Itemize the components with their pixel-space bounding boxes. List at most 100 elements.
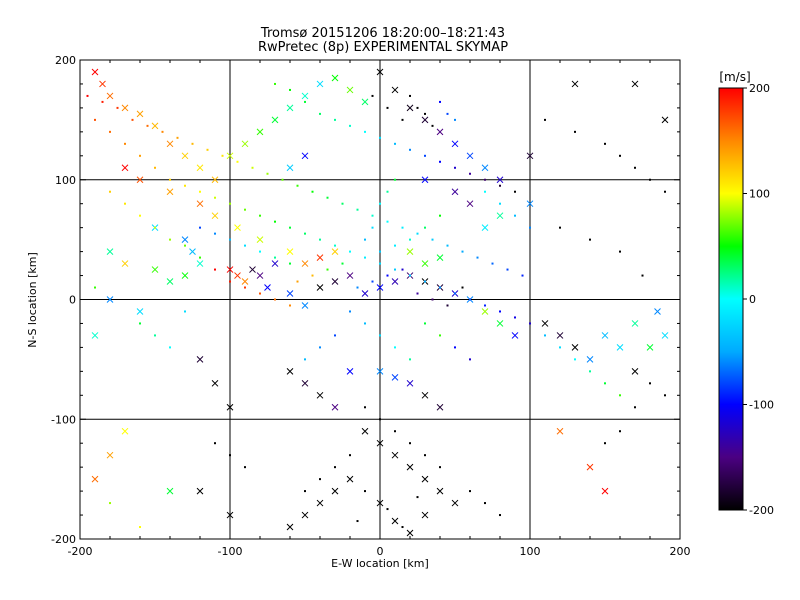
data-point-x (631, 367, 639, 375)
colorbar-tick-label: -100 (749, 399, 774, 412)
data-point-x (661, 116, 669, 124)
data-point-x (451, 188, 459, 196)
data-point-dot (371, 94, 374, 97)
data-point-dot (214, 232, 216, 235)
data-point-x (301, 511, 309, 519)
data-point-x (196, 487, 204, 495)
data-point-dot (476, 256, 479, 259)
data-point-x (316, 254, 324, 261)
colorbar-gradient (718, 87, 744, 511)
data-point-dot (334, 118, 336, 121)
data-point-dot (416, 232, 419, 235)
data-point-x (376, 284, 384, 291)
chart-subtitle: RwPretec (8p) EXPERIMENTAL SKYMAP (258, 40, 508, 55)
data-point-x (106, 92, 114, 100)
colorbar-tick-label: -200 (749, 504, 774, 517)
data-point-dot (349, 310, 351, 313)
data-point-dot (371, 280, 374, 283)
data-point-x (496, 212, 504, 220)
data-point-dot (386, 220, 389, 223)
data-point-dot (199, 226, 201, 229)
data-point-dot (394, 178, 396, 181)
data-point-x (91, 332, 99, 339)
data-point-dot (311, 190, 314, 193)
data-point-dot (514, 316, 516, 319)
data-point-dot (184, 244, 186, 247)
data-point-dot (619, 430, 621, 433)
data-point-dot (289, 304, 291, 307)
data-point-x (241, 278, 249, 285)
data-point-dot (334, 466, 336, 469)
colorbar-tick-label: 0 (749, 293, 756, 306)
data-point-dot (619, 154, 621, 157)
data-point-dot (439, 214, 441, 217)
data-point-x (646, 344, 654, 351)
data-point-dot (514, 190, 516, 193)
data-point-dot (454, 292, 456, 295)
data-point-dot (544, 118, 546, 121)
data-point-dot (499, 310, 501, 313)
data-point-x (331, 74, 339, 82)
data-point-dot (439, 466, 441, 469)
data-point-dot (439, 100, 441, 103)
data-point-dot (454, 118, 456, 121)
data-point-dot (371, 214, 374, 217)
data-point-dot (259, 214, 261, 217)
data-point-x (391, 517, 399, 525)
gridlines (80, 60, 680, 539)
data-point-dot (641, 274, 644, 277)
y-tick-label: -200 (51, 533, 76, 546)
data-point-dot (364, 256, 366, 259)
data-point-x (436, 128, 444, 136)
data-point-dot (394, 346, 396, 349)
data-point-x (406, 248, 414, 255)
data-point-dot (386, 508, 389, 511)
data-point-dot (439, 334, 441, 337)
data-point-x (361, 290, 369, 297)
data-point-x (526, 152, 534, 160)
colorbar-ticks: 200 100 0 -100 -200 (743, 82, 774, 517)
data-point-x (136, 176, 144, 184)
data-point-x (301, 92, 309, 100)
data-point-dot (281, 178, 284, 181)
data-point-dot (244, 208, 246, 211)
data-point-x (91, 68, 99, 76)
data-point-x (601, 332, 609, 339)
data-point-dot (386, 190, 389, 193)
data-point-dot (364, 490, 366, 493)
data-point-dot (229, 454, 231, 457)
data-point-x (106, 451, 114, 459)
data-point-dot (154, 226, 156, 229)
data-point-x (316, 80, 324, 88)
data-point-dot (604, 142, 606, 145)
data-point-dot (394, 142, 396, 145)
data-point-x (466, 152, 474, 160)
data-point-x (91, 475, 99, 483)
data-point-dot (574, 130, 576, 133)
data-point-x (346, 475, 354, 483)
data-point-dot (364, 238, 366, 241)
colorbar-tick-label: 100 (749, 188, 770, 201)
data-point-x (376, 367, 384, 375)
data-point-dot (409, 274, 411, 277)
data-point-x (436, 487, 444, 495)
data-point-dot (649, 382, 651, 385)
data-point-dot (334, 244, 336, 247)
data-point-dot (356, 520, 359, 523)
data-point-dot (409, 94, 411, 97)
data-point-x (436, 403, 444, 411)
data-point-dot (454, 166, 456, 169)
data-point-x (181, 272, 189, 279)
data-point-dot (559, 346, 561, 349)
data-point-x (586, 463, 594, 471)
data-point-dot (394, 244, 396, 247)
data-point-x (121, 104, 129, 112)
data-point-dot (356, 208, 359, 211)
data-point-dot (439, 160, 441, 163)
data-point-dot (619, 394, 621, 397)
data-point-x (436, 254, 444, 261)
y-tick-label: 0 (69, 294, 76, 307)
data-point-dot (124, 142, 126, 145)
data-point-dot (379, 202, 381, 205)
data-point-dot (386, 106, 389, 109)
